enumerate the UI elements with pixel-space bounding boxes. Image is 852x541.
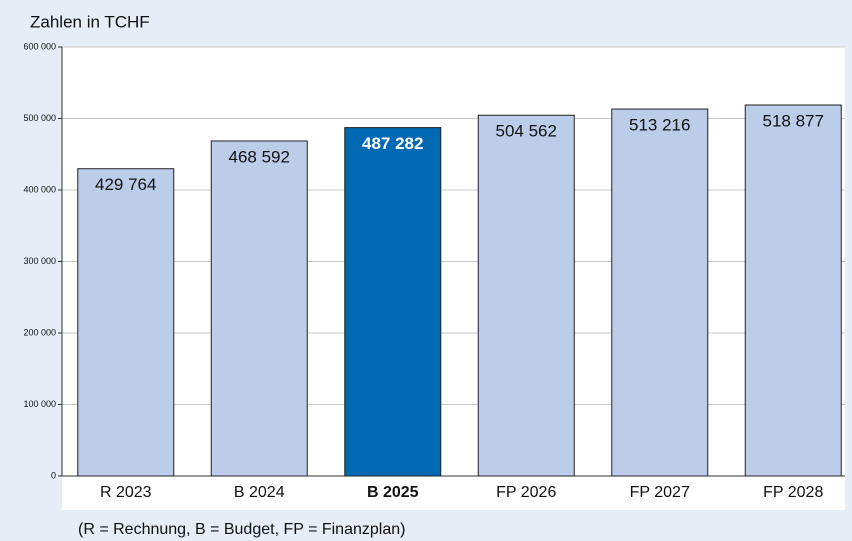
y-tick-label: 300 000 [23, 256, 56, 266]
x-tick-label: B 2025 [367, 484, 419, 501]
data-label: 487 282 [362, 134, 423, 153]
x-tick-label: FP 2028 [763, 484, 823, 501]
note: (R = Rechnung, B = Budget, FP = Finanzpl… [78, 521, 405, 538]
x-tick-label: FP 2026 [496, 484, 556, 501]
data-label: 468 592 [229, 147, 290, 166]
bar [611, 108, 709, 477]
data-label: 518 877 [763, 111, 824, 130]
y-tick-label: 600 000 [23, 41, 56, 51]
y-tick-label: 0 [51, 470, 56, 480]
x-tick-label: R 2023 [100, 484, 152, 501]
y-tick-label: 400 000 [23, 184, 56, 194]
x-tick-label: B 2024 [234, 484, 285, 501]
bar [77, 168, 175, 477]
bar [210, 140, 308, 477]
bar [344, 127, 442, 477]
y-tick-label: 100 000 [23, 399, 56, 409]
data-label: 504 562 [496, 122, 557, 141]
chart-title: Zahlen in TCHF [30, 12, 150, 31]
y-tick-label: 500 000 [23, 113, 56, 123]
data-label: 513 216 [629, 116, 690, 135]
data-label: 429 764 [95, 175, 156, 194]
x-tick-label: FP 2027 [630, 484, 690, 501]
y-tick-label: 200 000 [23, 327, 56, 337]
bar [477, 114, 575, 477]
bar [744, 104, 842, 477]
plot-area [62, 47, 845, 510]
